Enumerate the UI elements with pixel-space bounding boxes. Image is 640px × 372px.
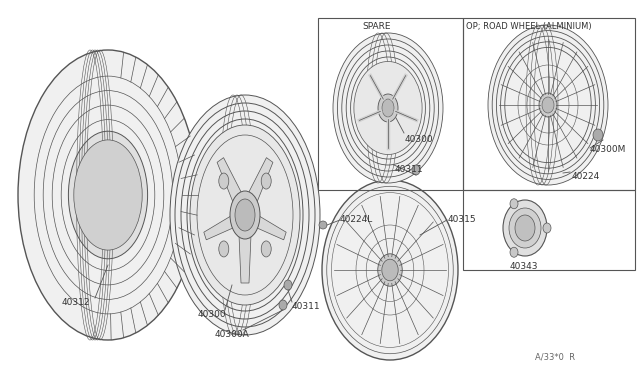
Ellipse shape bbox=[219, 241, 228, 257]
Text: 40311: 40311 bbox=[395, 165, 424, 174]
Polygon shape bbox=[204, 215, 236, 240]
Text: 40311: 40311 bbox=[292, 302, 321, 311]
Ellipse shape bbox=[219, 173, 228, 189]
Text: 40300A: 40300A bbox=[215, 330, 250, 339]
Ellipse shape bbox=[170, 95, 320, 335]
Ellipse shape bbox=[510, 199, 518, 209]
Ellipse shape bbox=[412, 165, 420, 175]
Ellipse shape bbox=[284, 280, 292, 290]
Polygon shape bbox=[255, 215, 286, 240]
Ellipse shape bbox=[488, 25, 608, 185]
Ellipse shape bbox=[378, 94, 398, 122]
Ellipse shape bbox=[261, 241, 271, 257]
Ellipse shape bbox=[322, 180, 458, 360]
Ellipse shape bbox=[509, 208, 541, 248]
Text: OP; ROAD WHEEL (ALMINIUM): OP; ROAD WHEEL (ALMINIUM) bbox=[466, 22, 591, 31]
Ellipse shape bbox=[279, 300, 287, 310]
Text: 40300: 40300 bbox=[198, 310, 227, 319]
Text: 40300: 40300 bbox=[405, 135, 434, 144]
Text: 40343: 40343 bbox=[510, 262, 538, 271]
Ellipse shape bbox=[197, 135, 293, 295]
Polygon shape bbox=[247, 158, 273, 202]
Text: 40300M: 40300M bbox=[590, 145, 627, 154]
Polygon shape bbox=[239, 235, 251, 283]
Text: 40315: 40315 bbox=[448, 215, 477, 224]
Ellipse shape bbox=[333, 33, 443, 183]
Text: A/33*0  R: A/33*0 R bbox=[535, 352, 575, 361]
Ellipse shape bbox=[382, 259, 398, 281]
Bar bbox=[463, 18, 635, 190]
Ellipse shape bbox=[18, 50, 198, 340]
Ellipse shape bbox=[235, 199, 255, 231]
Ellipse shape bbox=[543, 223, 551, 233]
Text: 40224: 40224 bbox=[572, 172, 600, 181]
Bar bbox=[318, 18, 463, 190]
Ellipse shape bbox=[510, 247, 518, 257]
Ellipse shape bbox=[230, 191, 260, 239]
Text: 40312: 40312 bbox=[62, 298, 90, 307]
Ellipse shape bbox=[190, 125, 300, 305]
Ellipse shape bbox=[261, 173, 271, 189]
Ellipse shape bbox=[382, 99, 394, 117]
Ellipse shape bbox=[593, 129, 603, 141]
Ellipse shape bbox=[539, 93, 557, 117]
Ellipse shape bbox=[68, 131, 148, 259]
Ellipse shape bbox=[542, 97, 554, 113]
Ellipse shape bbox=[378, 254, 403, 286]
Ellipse shape bbox=[354, 61, 422, 154]
Ellipse shape bbox=[503, 200, 547, 256]
Ellipse shape bbox=[515, 215, 535, 241]
Ellipse shape bbox=[319, 221, 327, 229]
Ellipse shape bbox=[74, 140, 142, 250]
Text: SPARE: SPARE bbox=[362, 22, 390, 31]
Text: 40224L: 40224L bbox=[340, 215, 373, 224]
Bar bbox=[463, 190, 635, 270]
Polygon shape bbox=[217, 158, 243, 202]
